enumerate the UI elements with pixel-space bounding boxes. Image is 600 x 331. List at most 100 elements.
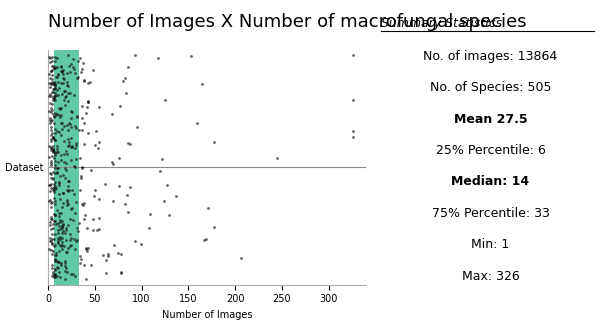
Point <box>92 227 101 233</box>
Point <box>68 64 78 69</box>
Point <box>155 169 165 174</box>
Point <box>50 138 59 143</box>
Point <box>70 236 79 242</box>
Point <box>57 240 67 245</box>
Point <box>57 225 67 230</box>
Point <box>50 202 60 207</box>
Point <box>50 86 59 91</box>
Point <box>44 93 54 99</box>
Point <box>90 188 100 193</box>
Point <box>47 216 56 221</box>
Point <box>55 213 64 218</box>
Point <box>45 120 55 125</box>
Point <box>53 55 62 61</box>
Point <box>67 62 76 67</box>
X-axis label: Number of Images: Number of Images <box>162 310 252 320</box>
Point <box>82 248 92 254</box>
Point <box>52 92 61 97</box>
Point <box>53 264 62 269</box>
Point <box>79 262 88 268</box>
Point <box>49 155 58 160</box>
Point <box>48 135 58 140</box>
Point <box>83 246 93 251</box>
Point <box>58 67 68 72</box>
Point <box>77 67 86 72</box>
Point <box>80 77 89 83</box>
Point <box>88 228 98 233</box>
Point <box>46 105 56 110</box>
Point <box>65 121 74 126</box>
Point <box>164 213 173 218</box>
Point <box>113 251 123 256</box>
Point <box>57 121 67 126</box>
Point <box>59 88 69 93</box>
Point <box>60 260 70 265</box>
Point <box>55 236 65 242</box>
Point <box>88 68 98 73</box>
Point <box>53 259 63 264</box>
Point <box>47 240 56 246</box>
Point <box>61 265 71 270</box>
Point <box>78 202 88 207</box>
Point <box>44 246 54 251</box>
Point <box>115 104 125 109</box>
Point <box>50 179 59 184</box>
Point <box>67 136 76 141</box>
Point <box>53 230 63 235</box>
Point <box>100 181 110 187</box>
Point <box>64 140 73 145</box>
Point <box>62 83 71 88</box>
Point <box>72 225 82 231</box>
Point <box>67 144 76 149</box>
Point <box>72 113 82 118</box>
Point <box>53 170 62 176</box>
Point <box>103 252 113 257</box>
Point <box>79 217 88 222</box>
Point <box>46 163 56 168</box>
Point <box>118 78 128 83</box>
Point <box>53 207 62 212</box>
Point <box>67 157 76 162</box>
Point <box>47 68 56 73</box>
Point <box>79 120 88 125</box>
Point <box>44 155 54 160</box>
Point <box>48 150 58 155</box>
Point <box>46 216 56 221</box>
Point <box>49 219 58 224</box>
Point <box>63 246 73 251</box>
Point <box>50 80 59 86</box>
Point <box>46 185 56 190</box>
Point <box>48 147 58 153</box>
Point <box>46 160 56 166</box>
Point <box>47 153 56 158</box>
Point <box>71 140 81 146</box>
Point <box>61 237 71 242</box>
Point <box>95 104 104 109</box>
Point <box>68 110 77 115</box>
Point <box>68 56 78 61</box>
Point <box>59 97 69 102</box>
Point <box>154 55 163 61</box>
Point <box>46 147 56 153</box>
Point <box>103 253 113 259</box>
Text: 75% Percentile: 33: 75% Percentile: 33 <box>431 207 550 220</box>
Point <box>83 98 93 103</box>
Point <box>82 225 92 230</box>
Point <box>45 91 55 97</box>
Point <box>57 91 67 96</box>
Point <box>44 54 54 59</box>
Point <box>63 222 73 227</box>
Point <box>50 126 59 132</box>
Point <box>114 156 124 161</box>
Point <box>50 166 59 171</box>
Point <box>108 162 118 167</box>
Point <box>77 165 86 170</box>
Point <box>71 143 81 148</box>
Point <box>348 52 358 58</box>
Point <box>74 220 83 225</box>
Point <box>70 247 80 252</box>
Point <box>71 126 81 131</box>
Point <box>57 246 67 252</box>
Point <box>93 146 103 151</box>
Point <box>48 177 58 182</box>
